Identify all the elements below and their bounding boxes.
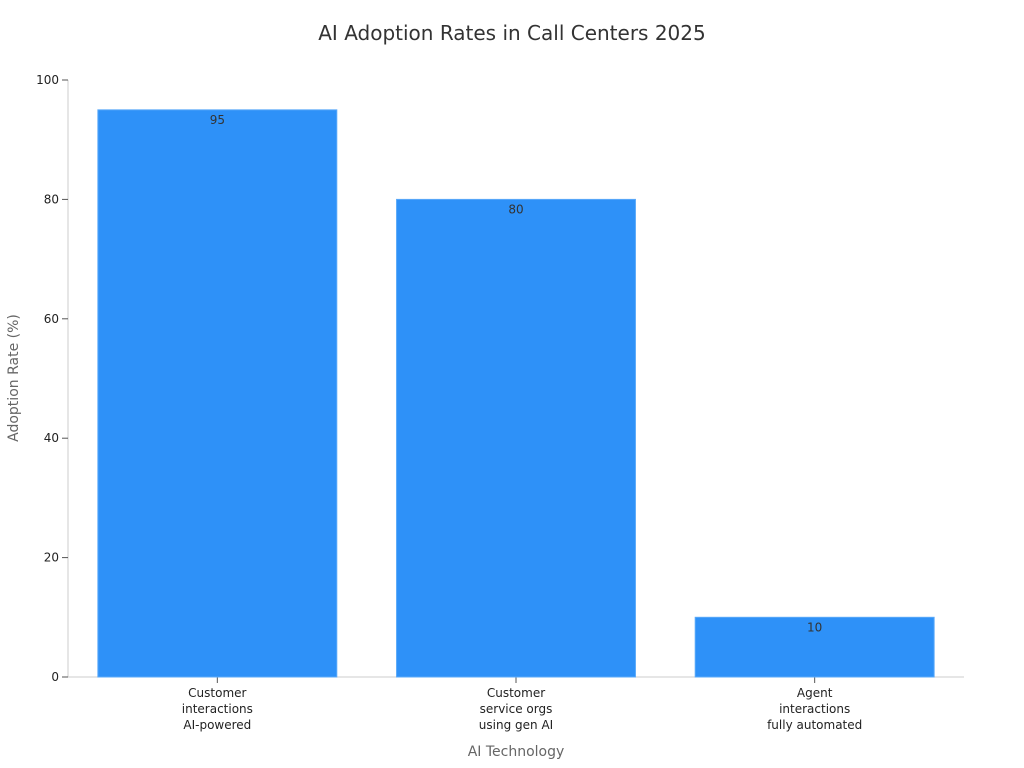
x-tick-label-line: interactions (182, 702, 253, 716)
x-tick-label-line: AI-powered (183, 718, 251, 732)
x-tick-label-line: Customer (487, 686, 545, 700)
chart-title: AI Adoption Rates in Call Centers 2025 (318, 21, 705, 45)
bars (97, 109, 935, 678)
y-tick-label: 40 (44, 431, 59, 445)
bar-value-label: 80 (508, 202, 523, 216)
bar (396, 198, 636, 678)
x-tick-label: Customer service orgs using gen AI (479, 686, 553, 732)
x-tick-label-line: Agent (797, 686, 833, 700)
y-tick-label: 100 (36, 73, 59, 87)
x-axis-label: AI Technology (468, 744, 565, 760)
y-tick-label: 80 (44, 192, 59, 206)
x-tick-label-line: using gen AI (479, 718, 553, 732)
y-tick-label: 20 (44, 551, 59, 565)
y-tick-label: 60 (44, 312, 59, 326)
data-labels: 95 80 10 (210, 113, 823, 634)
y-tick-label: 0 (51, 670, 59, 684)
y-axis-label: Adoption Rate (%) (6, 314, 22, 442)
bar (97, 109, 338, 678)
bar-value-label: 10 (807, 620, 822, 634)
x-tick-label-line: Customer (188, 686, 246, 700)
x-tick-label-line: service orgs (480, 702, 553, 716)
x-tick-label-line: interactions (779, 702, 850, 716)
x-tick-label: Customer interactions AI-powered (182, 686, 253, 732)
x-tick-label: Agent interactions fully automated (767, 686, 862, 732)
bar (694, 616, 935, 678)
bar-value-label: 95 (210, 113, 225, 127)
x-tick-label-line: fully automated (767, 718, 862, 732)
tick-labels: 0 20 40 60 80 100 Customer interactions AI-power… (36, 73, 862, 732)
